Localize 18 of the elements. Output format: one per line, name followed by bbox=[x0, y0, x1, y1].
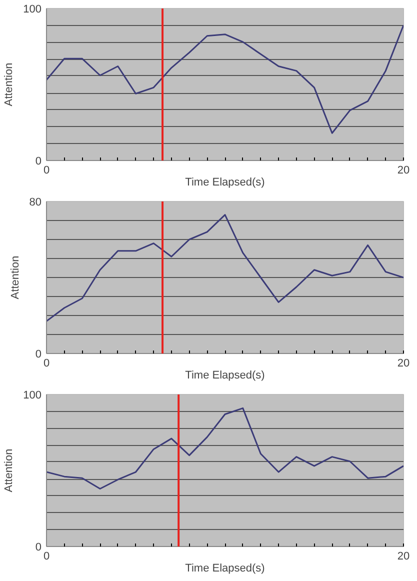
y-tick-label: 0 bbox=[35, 156, 42, 168]
y-tick-label: 0 bbox=[35, 542, 42, 554]
y-tick-label: 100 bbox=[23, 4, 42, 16]
x-axis-title: Time Elapsed(s) bbox=[185, 176, 265, 188]
y-tick-label: 100 bbox=[23, 390, 42, 402]
y-axis-title: Attention bbox=[9, 256, 22, 300]
y-tick-label: 0 bbox=[35, 348, 42, 360]
line-series bbox=[46, 24, 404, 134]
y-axis-title: Attention bbox=[3, 448, 16, 492]
line-series bbox=[46, 407, 404, 490]
x-axis-title: Time Elapsed(s) bbox=[185, 370, 265, 382]
y-axis-title: Attention bbox=[3, 62, 16, 106]
x-tick-label: 20 bbox=[397, 358, 410, 370]
line-series bbox=[46, 214, 404, 322]
x-axis-title: Time Elapsed(s) bbox=[185, 562, 265, 574]
x-tick-label: 20 bbox=[397, 550, 410, 562]
x-tick-label: 20 bbox=[397, 164, 410, 176]
y-tick-label: 80 bbox=[29, 196, 42, 208]
